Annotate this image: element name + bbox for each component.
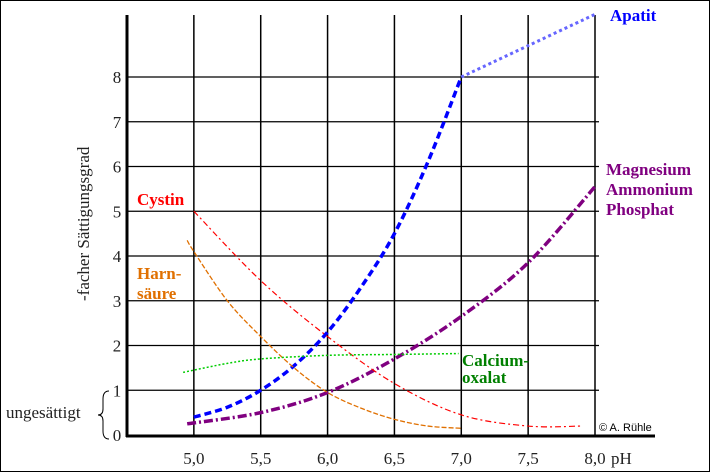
y-tick-label: 5 <box>113 202 122 221</box>
y-axis-label: -facher Sättigungsgrad <box>74 146 93 301</box>
grid <box>127 15 599 435</box>
y-tick-label: 3 <box>113 292 122 311</box>
x-tick-label: 8,0 <box>584 449 605 468</box>
x-tick-label: 5,5 <box>250 449 271 468</box>
label-calciumoxalat: oxalat <box>462 368 507 387</box>
label-map: Phosphat <box>606 200 674 219</box>
label-harnsaeure: Harn- <box>137 264 182 283</box>
brace-icon <box>97 390 110 440</box>
y-tick-label: 1 <box>113 381 122 400</box>
x-axis-label: pH <box>611 449 632 468</box>
axes: 5,0 5,5 6,0 6,5 7,0 7,5 8,0 0 1 2 3 4 5 6 7 8 pH -facher … <box>6 15 655 468</box>
unsaturated-label: ungesättigt <box>6 403 81 422</box>
copyright: © A. Rühle <box>599 422 652 434</box>
label-map: Magnesium <box>606 160 691 179</box>
series-line-2 <box>186 185 597 426</box>
x-tick-label: 6,0 <box>317 449 338 468</box>
x-tick-label: 5,0 <box>183 449 204 468</box>
series-line-5 <box>183 352 459 374</box>
label-harnsaeure: säure <box>137 284 177 303</box>
y-tick-label: 8 <box>113 68 122 87</box>
y-tick-label: 0 <box>113 426 122 445</box>
y-tick-label: 6 <box>113 158 122 177</box>
series-line-3 <box>193 210 582 428</box>
series-line-1 <box>460 12 596 79</box>
series-line-4 <box>186 240 462 429</box>
series-line-0 <box>193 76 463 419</box>
x-tick-label: 7,0 <box>451 449 472 468</box>
label-cystin: Cystin <box>137 190 185 209</box>
label-apatit: Apatit <box>610 6 657 25</box>
label-map: Ammonium <box>606 180 693 199</box>
label-calciumoxalat: Calcium- <box>462 351 529 370</box>
y-tick-label: 4 <box>113 247 122 266</box>
x-tick-label: 7,5 <box>518 449 539 468</box>
y-tick-label: 2 <box>113 337 122 356</box>
x-tick-label: 6,5 <box>384 449 405 468</box>
series-lines <box>183 12 597 429</box>
y-tick-label: 7 <box>113 113 122 132</box>
